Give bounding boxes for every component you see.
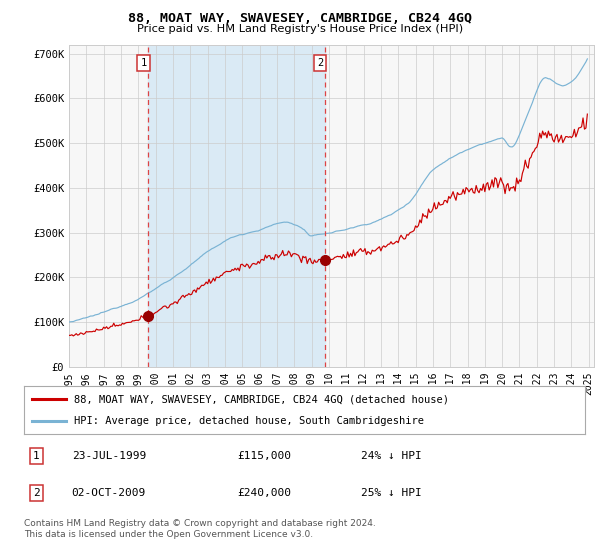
Text: 88, MOAT WAY, SWAVESEY, CAMBRIDGE, CB24 4GQ (detached house): 88, MOAT WAY, SWAVESEY, CAMBRIDGE, CB24 … <box>74 394 449 404</box>
Text: HPI: Average price, detached house, South Cambridgeshire: HPI: Average price, detached house, Sout… <box>74 416 424 426</box>
Text: 25% ↓ HPI: 25% ↓ HPI <box>361 488 421 498</box>
Text: 2: 2 <box>33 488 40 498</box>
Text: £115,000: £115,000 <box>237 451 291 461</box>
Text: 1: 1 <box>33 451 40 461</box>
Text: 24% ↓ HPI: 24% ↓ HPI <box>361 451 421 461</box>
Text: £240,000: £240,000 <box>237 488 291 498</box>
Text: 02-OCT-2009: 02-OCT-2009 <box>71 488 146 498</box>
Text: 1: 1 <box>140 58 146 68</box>
Text: 2: 2 <box>317 58 323 68</box>
Text: 23-JUL-1999: 23-JUL-1999 <box>71 451 146 461</box>
Text: 88, MOAT WAY, SWAVESEY, CAMBRIDGE, CB24 4GQ: 88, MOAT WAY, SWAVESEY, CAMBRIDGE, CB24 … <box>128 12 472 25</box>
Bar <box>148 45 325 367</box>
Text: Contains HM Land Registry data © Crown copyright and database right 2024.
This d: Contains HM Land Registry data © Crown c… <box>24 519 376 539</box>
Text: Price paid vs. HM Land Registry's House Price Index (HPI): Price paid vs. HM Land Registry's House … <box>137 24 463 34</box>
